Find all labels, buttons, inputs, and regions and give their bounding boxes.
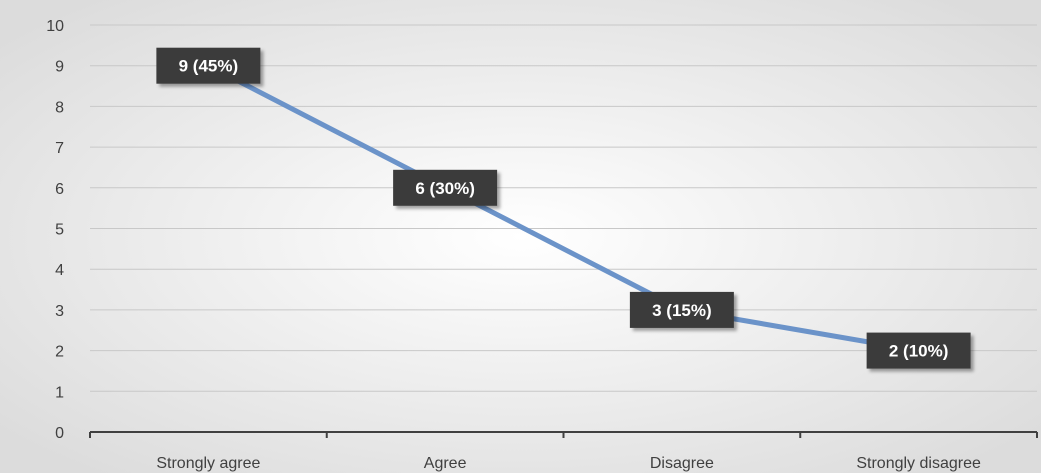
data-label-2: 3 (15%) [629,291,734,328]
y-tick-label-0: 0 [55,425,64,442]
x-tick-label-agree: Agree [424,455,467,472]
data-label-0: 9 (45%) [156,47,261,84]
data-label-box-1 [393,169,498,206]
y-tick-label-7: 7 [55,140,64,157]
series-line [205,63,922,354]
x-tick-label-disagree: Disagree [650,455,714,472]
data-label-text-3: 2 (10%) [889,342,949,361]
y-tick-label-3: 3 [55,303,64,320]
y-tick-label-2: 2 [55,344,64,361]
y-tick-label-9: 9 [55,59,64,76]
y-tick-label-10: 10 [46,18,64,35]
y-tick-label-1: 1 [55,384,64,401]
data-label-text-1: 6 (30%) [415,179,475,198]
data-label-box-3 [866,332,971,369]
x-tick-label-strongly-agree: Strongly agree [156,455,260,472]
y-tick-label-6: 6 [55,181,64,198]
data-label-text-0: 9 (45%) [179,57,239,76]
data-label-box-0 [156,47,261,84]
y-tick-label-4: 4 [55,262,64,279]
data-label-text-2: 3 (15%) [652,301,712,320]
x-tick-label-strongly-disagree: Strongly disagree [856,455,981,472]
y-tick-label-5: 5 [55,222,64,239]
data-label-box-2 [629,291,734,328]
data-label-1: 6 (30%) [393,169,498,206]
y-tick-label-8: 8 [55,99,64,116]
data-label-3: 2 (10%) [866,332,971,369]
